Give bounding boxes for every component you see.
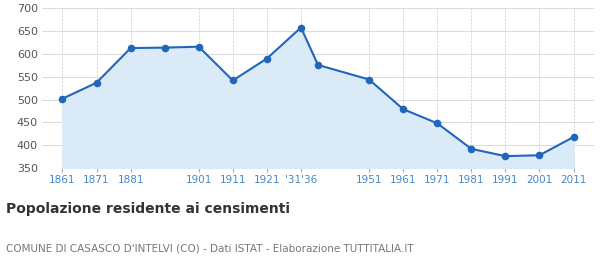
Point <box>569 135 578 139</box>
Point <box>58 96 67 101</box>
Point <box>398 107 408 111</box>
Point <box>262 56 272 61</box>
Point <box>126 46 136 50</box>
Point <box>364 77 374 82</box>
Text: COMUNE DI CASASCO D'INTELVI (CO) - Dati ISTAT - Elaborazione TUTTITALIA.IT: COMUNE DI CASASCO D'INTELVI (CO) - Dati … <box>6 244 413 254</box>
Point <box>535 153 544 157</box>
Point <box>500 154 510 158</box>
Point <box>92 80 101 85</box>
Point <box>194 45 203 49</box>
Point <box>296 25 306 30</box>
Point <box>433 121 442 125</box>
Point <box>467 147 476 151</box>
Point <box>228 78 238 83</box>
Point <box>160 45 169 50</box>
Point <box>313 63 323 67</box>
Text: Popolazione residente ai censimenti: Popolazione residente ai censimenti <box>6 202 290 216</box>
